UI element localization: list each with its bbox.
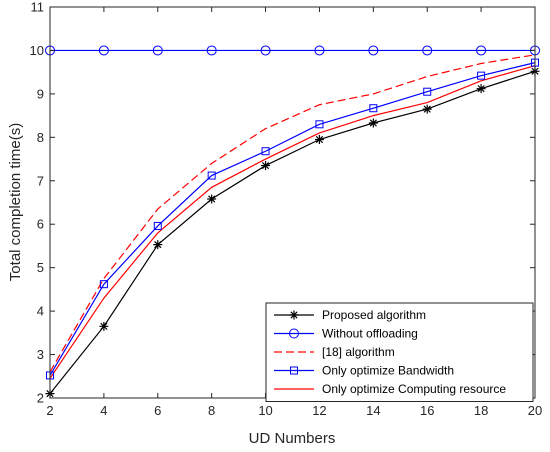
data-point (369, 104, 378, 113)
legend-entry: Proposed algorithm (274, 308, 426, 322)
data-point (153, 240, 163, 250)
y-tick-label: 11 (31, 0, 45, 15)
data-point (476, 84, 486, 94)
y-tick-label: 10 (30, 43, 44, 58)
series-line (49, 62, 536, 376)
x-tick-label: 18 (474, 403, 488, 418)
y-tick-label: 7 (37, 173, 44, 188)
data-point (314, 135, 324, 145)
legend-label: Only optimize Computing resource (322, 382, 506, 396)
data-point (261, 147, 270, 156)
x-tick-label: 20 (528, 403, 542, 418)
x-tick-label: 10 (258, 403, 272, 418)
legend-entry: Only optimize Bandwidth (274, 364, 454, 378)
data-point (152, 45, 163, 56)
data-point (207, 194, 217, 204)
data-point (261, 161, 271, 171)
legend-label: Only optimize Bandwidth (322, 364, 454, 378)
legend-label: [18] algorithm (322, 345, 395, 359)
data-point (153, 221, 162, 230)
series-18-algorithm (49, 54, 536, 373)
series-without-offloading (45, 45, 540, 56)
data-point (477, 71, 486, 80)
x-ticks: 2 4 6 8 10 12 14 16 18 20 (46, 7, 542, 418)
y-tick-label: 9 (37, 86, 44, 101)
legend-entry: [18] algorithm (274, 345, 395, 359)
data-point (98, 45, 109, 56)
legend-entry: Without offloading (274, 327, 418, 341)
data-point (315, 120, 324, 129)
y-tick-label: 8 (37, 130, 44, 145)
series-layer (45, 45, 540, 399)
legend-label: Without offloading (322, 327, 418, 341)
series-line (49, 54, 536, 373)
series-only-optimize-computing-resource (49, 65, 536, 379)
x-axis-label: UD Numbers (249, 430, 336, 447)
legend-label: Proposed algorithm (322, 308, 426, 322)
y-tick-label: 4 (37, 304, 44, 319)
data-point (476, 45, 487, 56)
data-point (99, 321, 109, 331)
x-tick-label: 6 (154, 403, 161, 418)
x-tick-label: 2 (46, 403, 53, 418)
legend: Proposed algorithm Without offloading [18]… (265, 302, 534, 402)
legend-marker (289, 310, 299, 320)
y-tick-label: 5 (37, 260, 44, 275)
data-point (368, 118, 378, 128)
data-point (422, 45, 433, 56)
series-line (49, 65, 536, 379)
legend-marker (290, 366, 298, 375)
data-point (207, 171, 216, 180)
y-tick-label: 2 (37, 391, 44, 406)
legend-marker (289, 328, 299, 339)
data-point (423, 87, 432, 96)
y-tick-label: 3 (37, 347, 44, 362)
data-point (206, 45, 217, 56)
y-axis-label: Total completion time(s) (7, 123, 24, 281)
data-point (260, 45, 271, 56)
x-tick-label: 4 (100, 403, 107, 418)
data-point (368, 45, 379, 56)
y-tick-label: 6 (37, 217, 44, 232)
data-point (314, 45, 325, 56)
x-tick-label: 12 (312, 403, 326, 418)
x-tick-label: 14 (366, 403, 380, 418)
y-ticks: 2 3 4 5 6 7 8 9 10 11 (30, 0, 535, 406)
x-tick-label: 8 (208, 403, 215, 418)
data-point (99, 280, 108, 289)
x-tick-label: 16 (420, 403, 434, 418)
series-only-optimize-bandwidth (46, 58, 539, 380)
series-line (49, 70, 536, 395)
data-point (422, 104, 432, 114)
legend-entry: Only optimize Computing resource (274, 382, 506, 396)
